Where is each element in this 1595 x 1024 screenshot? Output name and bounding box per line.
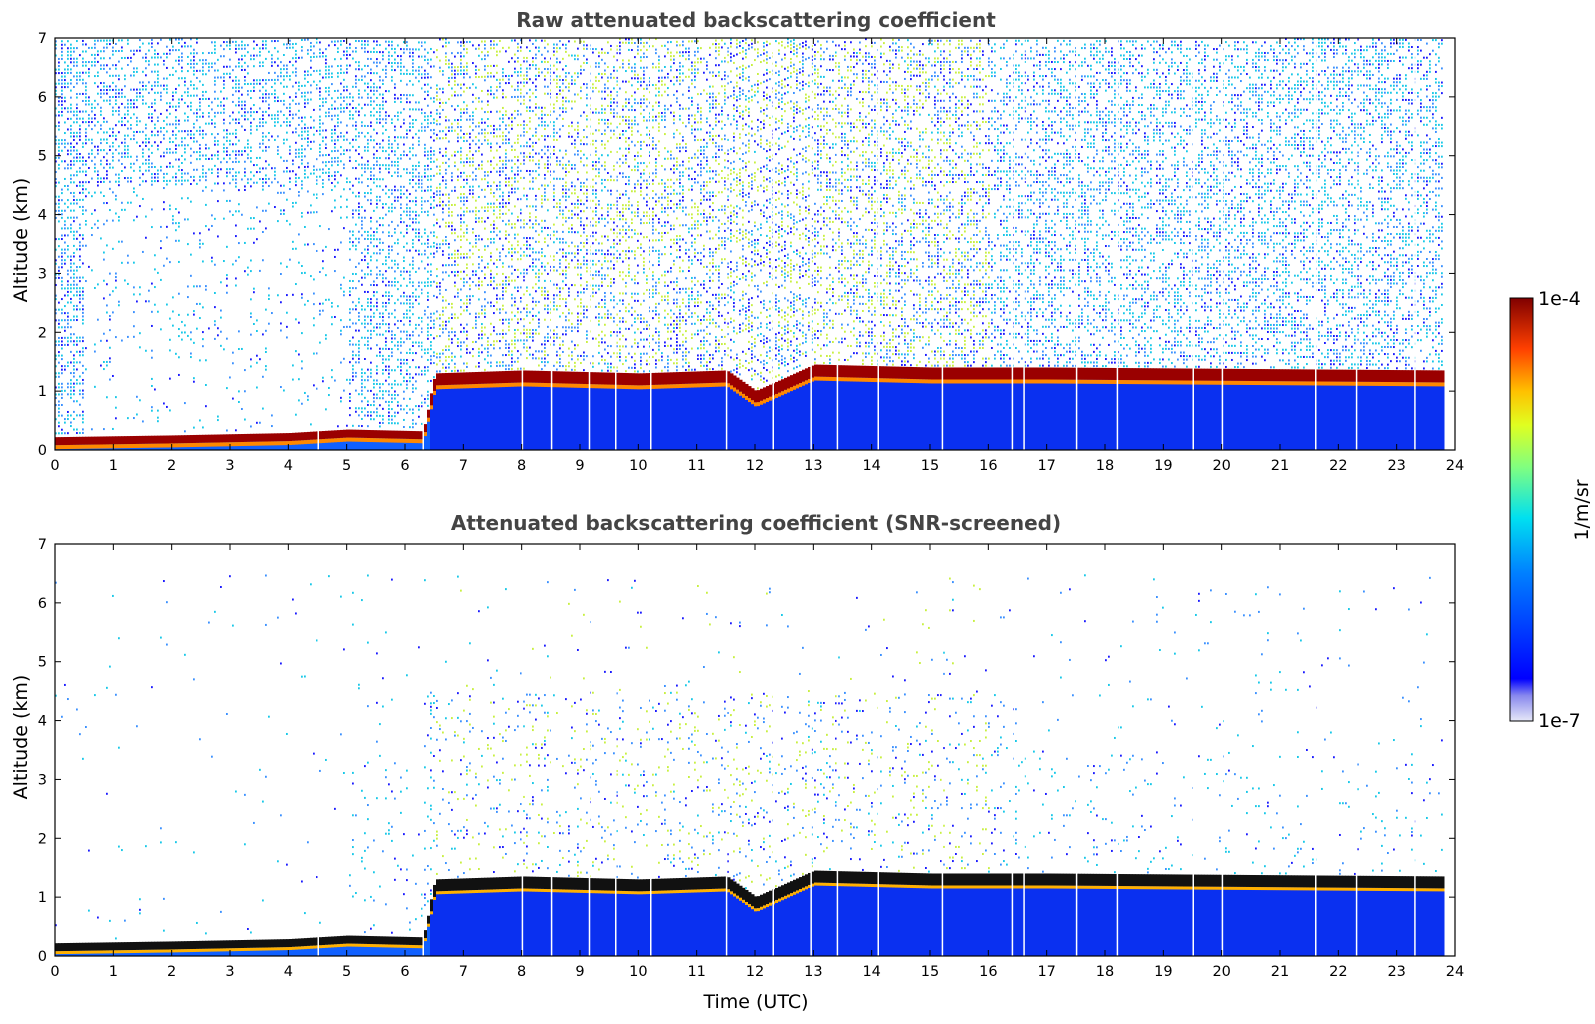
x-tick-label: 18 xyxy=(1096,458,1114,474)
y-tick-label: 2 xyxy=(38,831,47,847)
x-tick-label: 12 xyxy=(746,964,764,980)
x-tick-label: 4 xyxy=(284,458,293,474)
x-tick-label: 13 xyxy=(804,964,822,980)
y-tick-label: 1 xyxy=(38,890,47,906)
x-tick-label: 20 xyxy=(1212,964,1230,980)
y-tick-label: 1 xyxy=(38,384,47,400)
x-tick-label: 5 xyxy=(342,964,351,980)
x-tick-label: 15 xyxy=(921,458,939,474)
x-tick-label: 24 xyxy=(1446,458,1464,474)
x-tick-label: 19 xyxy=(1154,964,1172,980)
x-tick-label: 7 xyxy=(459,458,468,474)
x-tick-label: 23 xyxy=(1387,458,1405,474)
y-tick-label: 7 xyxy=(38,537,47,553)
x-tick-label: 20 xyxy=(1212,458,1230,474)
x-tick-label: 9 xyxy=(575,964,584,980)
x-tick-label: 17 xyxy=(1037,964,1055,980)
y-tick-label: 5 xyxy=(38,149,47,165)
y-tick-label: 5 xyxy=(38,655,47,671)
x-tick-label: 23 xyxy=(1387,964,1405,980)
y-tick-label: 7 xyxy=(38,31,47,47)
x-tick-label: 16 xyxy=(979,964,997,980)
colorbar-unit-label: 1/m/sr xyxy=(1571,479,1593,540)
x-tick-label: 14 xyxy=(862,458,880,474)
x-tick-label: 22 xyxy=(1329,458,1347,474)
x-tick-label: 14 xyxy=(862,964,880,980)
x-tick-label: 18 xyxy=(1096,964,1114,980)
x-tick-label: 9 xyxy=(575,458,584,474)
y-tick-label: 0 xyxy=(38,443,47,459)
colorbar-min-label: 1e-7 xyxy=(1538,710,1581,732)
colorbar: 1e-4 1e-7 1/m/sr xyxy=(1510,288,1593,732)
x-tick-label: 21 xyxy=(1271,964,1289,980)
y-tick-label: 3 xyxy=(38,266,47,282)
y-axis-label: Altitude (km) xyxy=(10,675,32,800)
x-tick-label: 5 xyxy=(342,458,351,474)
panel-raw: Raw attenuated backscattering coefficien… xyxy=(10,8,1464,474)
chart-title: Raw attenuated backscattering coefficien… xyxy=(516,8,996,32)
y-axis-label: Altitude (km) xyxy=(10,178,32,303)
x-axis-label: Time (UTC) xyxy=(702,991,808,1013)
colorbar-max-label: 1e-4 xyxy=(1538,288,1581,310)
y-tick-label: 2 xyxy=(38,325,47,341)
x-tick-label: 7 xyxy=(459,964,468,980)
y-tick-label: 0 xyxy=(38,949,47,965)
heatmap-screened xyxy=(55,544,1445,956)
x-tick-label: 10 xyxy=(629,458,647,474)
x-tick-label: 3 xyxy=(225,458,234,474)
x-tick-label: 6 xyxy=(400,458,409,474)
x-tick-label: 16 xyxy=(979,458,997,474)
y-tick-label: 4 xyxy=(38,208,47,224)
x-tick-label: 10 xyxy=(629,964,647,980)
x-tick-label: 8 xyxy=(517,458,526,474)
x-tick-label: 15 xyxy=(921,964,939,980)
colorbar-gradient xyxy=(1510,298,1533,721)
x-tick-label: 17 xyxy=(1037,458,1055,474)
x-tick-label: 4 xyxy=(284,964,293,980)
x-tick-label: 12 xyxy=(746,458,764,474)
x-tick-label: 2 xyxy=(167,964,176,980)
x-tick-label: 13 xyxy=(804,458,822,474)
x-tick-label: 24 xyxy=(1446,964,1464,980)
y-tick-label: 3 xyxy=(38,772,47,788)
y-tick-label: 6 xyxy=(38,596,47,612)
x-tick-label: 1 xyxy=(109,964,118,980)
panel-screened: Attenuated backscattering coefficient (S… xyxy=(10,511,1464,1013)
x-tick-label: 8 xyxy=(517,964,526,980)
x-tick-label: 11 xyxy=(687,964,705,980)
x-tick-label: 0 xyxy=(50,458,59,474)
x-tick-label: 6 xyxy=(400,964,409,980)
x-tick-label: 11 xyxy=(687,458,705,474)
y-tick-label: 4 xyxy=(38,714,47,730)
x-tick-label: 0 xyxy=(50,964,59,980)
y-tick-label: 6 xyxy=(38,90,47,106)
x-tick-label: 19 xyxy=(1154,458,1172,474)
x-tick-label: 21 xyxy=(1271,458,1289,474)
x-tick-label: 22 xyxy=(1329,964,1347,980)
heatmap-raw xyxy=(55,38,1445,450)
x-tick-label: 2 xyxy=(167,458,176,474)
x-tick-label: 3 xyxy=(225,964,234,980)
x-tick-label: 1 xyxy=(109,458,118,474)
chart-title: Attenuated backscattering coefficient (S… xyxy=(451,511,1061,535)
